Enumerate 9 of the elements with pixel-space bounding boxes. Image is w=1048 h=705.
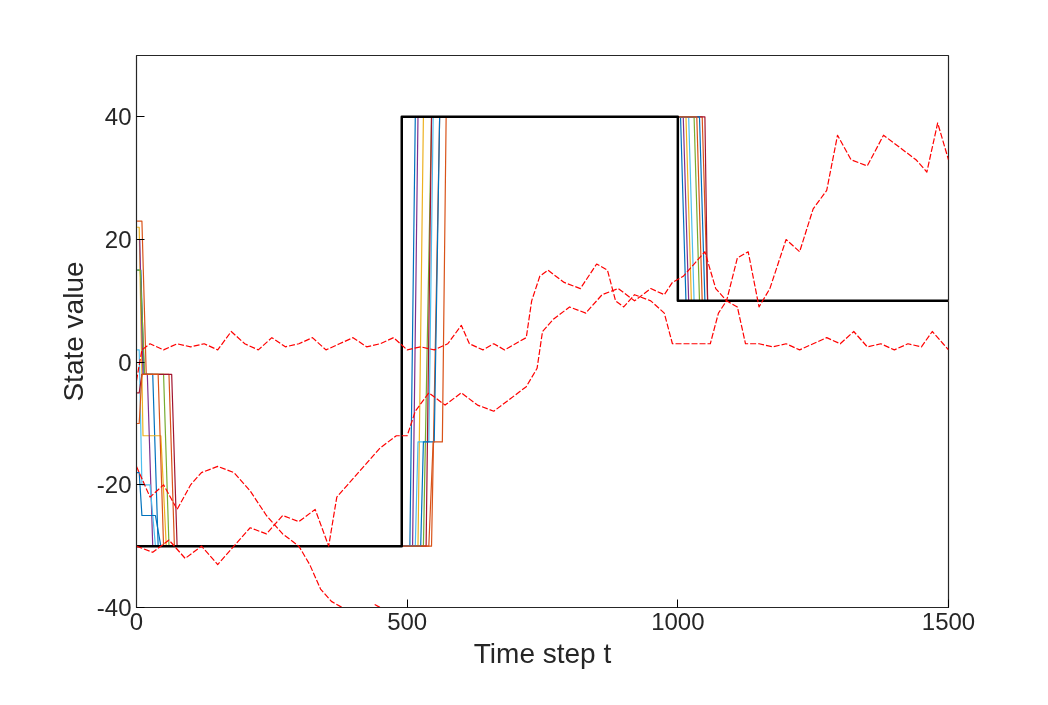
y-tick-label: -20 [96,471,132,499]
y-tick-label: 20 [104,226,132,253]
y-axis-title: State value [57,261,89,402]
x-tick-label: 500 [387,607,428,635]
y-tick-label: 40 [104,103,132,131]
x-tick-label: 1000 [651,607,705,635]
x-axis-title: Time step t [473,637,612,669]
y-tick-label: 0 [118,348,132,376]
x-tick-label: 1500 [921,607,976,635]
